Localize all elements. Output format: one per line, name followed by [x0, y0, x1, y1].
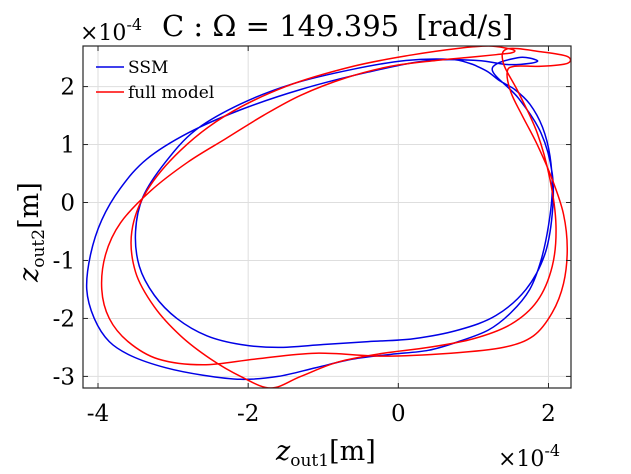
x-exponent-base: ×10 [498, 447, 544, 472]
legend-label-ssm: SSM [128, 58, 168, 78]
x-tick-label: 0 [391, 401, 406, 427]
title-prefix: C : Ω = [162, 9, 270, 43]
x-axis-subscript: out1 [290, 451, 329, 471]
y-tick-label: -2 [53, 306, 75, 332]
series-group [85, 46, 571, 388]
y-tick-label: 1 [60, 133, 75, 159]
x-tick-label: -2 [237, 401, 259, 427]
title-unit: [rad/s] [416, 9, 513, 43]
series-line-ssm [85, 56, 555, 381]
x-exponent-label: ×10-4 [498, 441, 560, 472]
x-axis-unit: [m] [329, 436, 376, 467]
x-exponent-power: -4 [544, 441, 560, 460]
y-tick-label: -1 [53, 248, 75, 274]
y-tick-label: 2 [60, 75, 75, 101]
y-exponent-base: ×10 [80, 21, 126, 46]
y-axis-symbol: z [14, 267, 45, 283]
legend: SSM full model [96, 58, 214, 103]
y-exponent-power: -4 [126, 15, 142, 34]
series-line-full-model [100, 46, 571, 388]
x-axis-symbol: z [275, 436, 291, 467]
axis-ticks: -4 -2 0 2 -3 -2 -1 0 1 2 [53, 46, 571, 427]
y-axis-unit: [m] [14, 182, 45, 229]
x-tick-label: 2 [541, 401, 556, 427]
title-value: 149.395 [279, 9, 399, 43]
x-tick-label: -4 [87, 401, 109, 427]
y-tick-label: -3 [53, 364, 75, 390]
x-axis-label: zout1[m] [275, 436, 376, 471]
legend-label-full-model: full model [128, 83, 214, 103]
y-axis-label: zout2[m] [14, 182, 49, 283]
y-axis-subscript: out2 [29, 229, 49, 268]
chart-title: C : Ω = 149.395 [rad/s] [162, 9, 513, 43]
y-tick-label: 0 [60, 191, 75, 217]
y-exponent-label: ×10-4 [80, 15, 142, 46]
plot-frame [82, 45, 572, 389]
